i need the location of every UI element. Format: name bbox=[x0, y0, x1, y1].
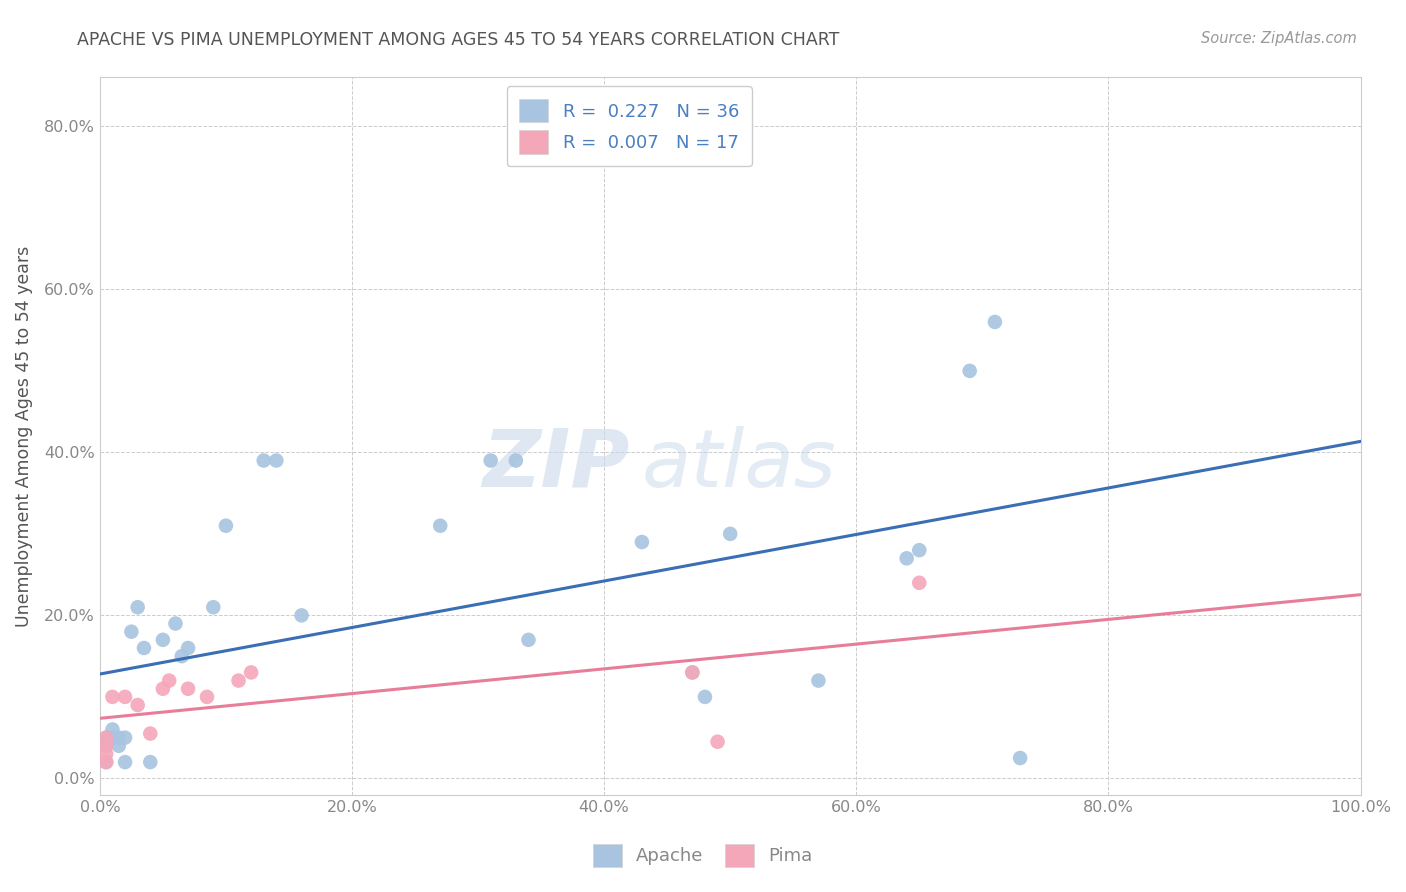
Text: Source: ZipAtlas.com: Source: ZipAtlas.com bbox=[1201, 31, 1357, 46]
Point bbox=[681, 665, 703, 680]
Text: atlas: atlas bbox=[643, 425, 837, 504]
Point bbox=[101, 731, 124, 745]
Point bbox=[94, 739, 117, 753]
Point bbox=[195, 690, 218, 704]
Point bbox=[693, 690, 716, 704]
Point bbox=[228, 673, 250, 688]
Point bbox=[681, 665, 703, 680]
Point bbox=[107, 739, 129, 753]
Point bbox=[107, 731, 129, 745]
Point bbox=[127, 600, 149, 615]
Point bbox=[202, 600, 225, 615]
Point bbox=[94, 755, 117, 769]
Point bbox=[266, 453, 288, 467]
Point bbox=[152, 632, 174, 647]
Point bbox=[114, 690, 136, 704]
Point bbox=[253, 453, 276, 467]
Text: APACHE VS PIMA UNEMPLOYMENT AMONG AGES 45 TO 54 YEARS CORRELATION CHART: APACHE VS PIMA UNEMPLOYMENT AMONG AGES 4… bbox=[77, 31, 839, 49]
Text: ZIP: ZIP bbox=[482, 425, 630, 504]
Point bbox=[984, 315, 1007, 329]
Point bbox=[290, 608, 312, 623]
Point bbox=[240, 665, 263, 680]
Point bbox=[517, 632, 540, 647]
Legend: Apache, Pima: Apache, Pima bbox=[586, 837, 820, 874]
Point bbox=[706, 735, 728, 749]
Y-axis label: Unemployment Among Ages 45 to 54 years: Unemployment Among Ages 45 to 54 years bbox=[15, 245, 32, 627]
Point bbox=[127, 698, 149, 712]
Point bbox=[908, 575, 931, 590]
Point bbox=[479, 453, 502, 467]
Legend: R =  0.227   N = 36, R =  0.007   N = 17: R = 0.227 N = 36, R = 0.007 N = 17 bbox=[506, 87, 752, 166]
Point bbox=[170, 649, 193, 664]
Point bbox=[94, 755, 117, 769]
Point bbox=[114, 731, 136, 745]
Point bbox=[631, 535, 654, 549]
Point bbox=[1010, 751, 1032, 765]
Point bbox=[959, 364, 981, 378]
Point bbox=[101, 723, 124, 737]
Point bbox=[139, 726, 162, 740]
Point bbox=[177, 681, 200, 696]
Point bbox=[807, 673, 830, 688]
Point bbox=[157, 673, 180, 688]
Point bbox=[896, 551, 918, 566]
Point bbox=[94, 731, 117, 745]
Point bbox=[215, 518, 238, 533]
Point bbox=[94, 747, 117, 761]
Point bbox=[429, 518, 451, 533]
Point bbox=[505, 453, 527, 467]
Point bbox=[139, 755, 162, 769]
Point bbox=[177, 640, 200, 655]
Point bbox=[94, 739, 117, 753]
Point bbox=[908, 543, 931, 558]
Point bbox=[152, 681, 174, 696]
Point bbox=[94, 731, 117, 745]
Point bbox=[114, 755, 136, 769]
Point bbox=[132, 640, 155, 655]
Point bbox=[101, 690, 124, 704]
Point bbox=[120, 624, 142, 639]
Point bbox=[718, 527, 741, 541]
Point bbox=[165, 616, 187, 631]
